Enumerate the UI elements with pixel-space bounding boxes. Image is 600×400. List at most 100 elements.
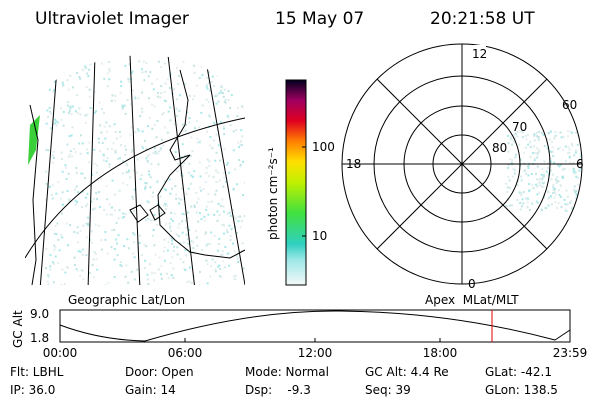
- speck: [105, 121, 108, 124]
- speck: [198, 161, 201, 164]
- speck: [159, 65, 162, 68]
- speck: [86, 203, 89, 206]
- speck: [222, 92, 225, 95]
- speck: [87, 216, 90, 219]
- speck: [578, 169, 581, 172]
- speck: [90, 200, 93, 203]
- speck: [56, 121, 59, 124]
- speck: [169, 106, 172, 109]
- speck: [241, 105, 244, 108]
- speck: [553, 135, 556, 138]
- speck: [60, 284, 63, 285]
- speck: [235, 76, 238, 79]
- speck: [208, 144, 211, 147]
- speck: [507, 175, 510, 178]
- speck: [173, 123, 176, 126]
- speck: [541, 178, 544, 181]
- speck: [79, 274, 82, 277]
- speck: [54, 118, 57, 121]
- speck: [217, 144, 220, 147]
- speck: [197, 197, 200, 200]
- speck: [88, 88, 91, 91]
- speck: [190, 281, 193, 284]
- speck: [60, 233, 63, 236]
- speck: [111, 179, 114, 182]
- speck: [199, 186, 202, 189]
- speck: [110, 99, 113, 102]
- speck: [199, 175, 202, 178]
- speck: [523, 169, 526, 172]
- speck: [61, 64, 64, 67]
- speck: [198, 126, 201, 129]
- speck: [100, 248, 103, 251]
- speck: [102, 111, 105, 114]
- speck: [168, 227, 171, 230]
- speck: [559, 131, 562, 134]
- speck: [81, 142, 84, 145]
- speck: [66, 190, 69, 193]
- speck: [153, 214, 156, 217]
- speck: [200, 111, 203, 114]
- speck: [65, 70, 68, 73]
- speck: [157, 268, 160, 271]
- speck: [573, 172, 576, 175]
- speck: [550, 203, 553, 206]
- speck: [66, 104, 69, 107]
- speck: [163, 91, 166, 94]
- speck: [76, 171, 79, 174]
- speck: [201, 249, 204, 252]
- speck: [55, 233, 58, 236]
- speck: [170, 211, 173, 214]
- speck: [163, 259, 166, 262]
- speck: [213, 234, 216, 237]
- speck: [552, 191, 555, 194]
- speck: [125, 162, 128, 165]
- speck: [76, 269, 79, 272]
- status-field: Flt: LBHL: [10, 365, 64, 379]
- speck: [123, 245, 126, 248]
- speck: [506, 190, 509, 193]
- speck: [214, 193, 217, 196]
- speck: [554, 201, 557, 204]
- speck: [218, 264, 221, 267]
- speck: [176, 246, 179, 249]
- speck: [149, 71, 152, 74]
- speck: [561, 149, 564, 152]
- speck: [560, 206, 563, 209]
- speck: [76, 111, 79, 114]
- speck: [214, 68, 217, 71]
- speck: [177, 226, 180, 229]
- speck: [531, 202, 534, 205]
- speck: [221, 253, 224, 256]
- speck: [524, 146, 527, 149]
- speck: [163, 188, 166, 191]
- speck: [101, 142, 104, 145]
- time: 20:21:58 UT: [430, 9, 535, 29]
- speck: [72, 86, 75, 89]
- speck: [215, 169, 218, 172]
- speck: [152, 88, 155, 91]
- speck: [564, 145, 567, 148]
- speck: [195, 236, 198, 239]
- speck: [103, 154, 106, 157]
- speck: [137, 97, 140, 100]
- speck: [226, 71, 229, 74]
- speck: [154, 150, 157, 153]
- speck: [183, 83, 186, 86]
- speck: [525, 198, 528, 201]
- speck: [518, 143, 521, 146]
- speck: [526, 206, 529, 209]
- speck: [566, 151, 569, 154]
- speck: [130, 150, 133, 153]
- speck: [516, 135, 519, 138]
- speck: [518, 191, 521, 194]
- speck: [61, 81, 64, 84]
- speck: [240, 220, 243, 223]
- speck: [559, 184, 562, 187]
- speck: [150, 82, 153, 85]
- speck: [538, 148, 541, 151]
- speck: [207, 100, 210, 103]
- speck: [91, 241, 94, 244]
- speck: [168, 178, 171, 181]
- speck: [230, 94, 233, 97]
